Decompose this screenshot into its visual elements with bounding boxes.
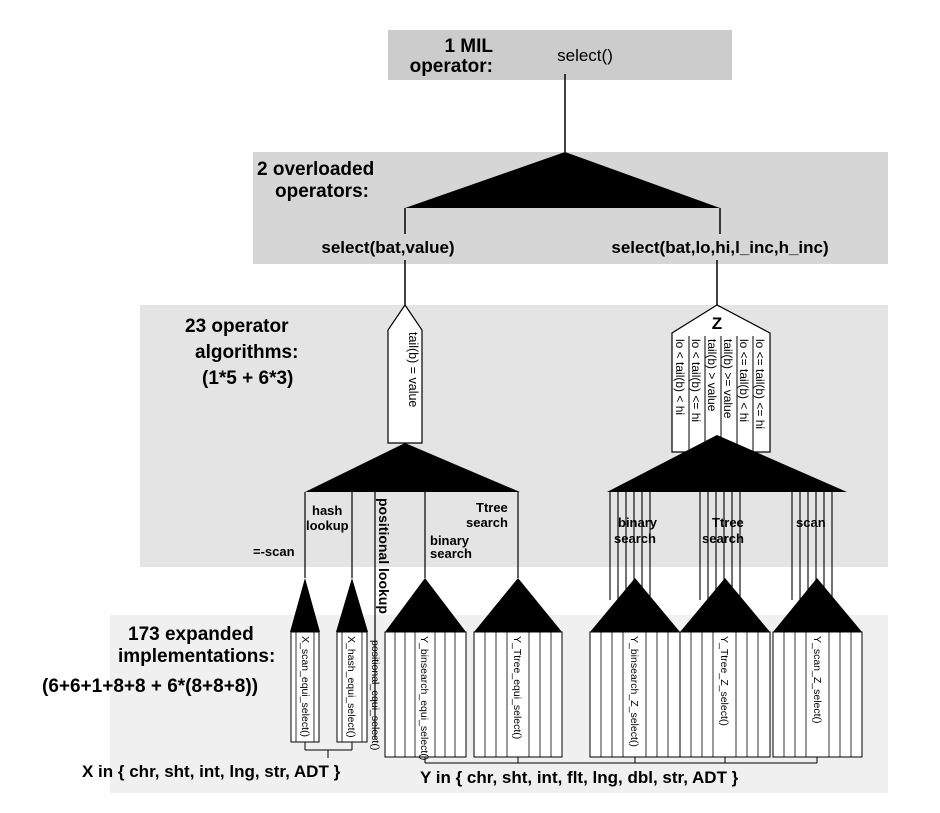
range-predicate-6: lo <= tail(b) <= hi	[753, 339, 767, 429]
right-algo-fan	[607, 435, 847, 492]
mil-operator: select()	[557, 46, 613, 65]
y-type-set: Y in { chr, sht, int, flt, lng, dbl, str…	[420, 768, 739, 787]
range-z-label: Z	[712, 314, 722, 333]
overloaded-op-right: select(bat,lo,hi,l_inc,h_inc)	[611, 238, 828, 257]
impl-fans-left	[290, 578, 562, 632]
method-scan-label: =-scan	[253, 544, 295, 559]
band-mil-operator	[388, 30, 732, 80]
impl-y-ttree-equi: Y_Ttree_equi_select()	[511, 636, 523, 739]
range-predicate-2: lo < tail(b) <= hi	[689, 339, 703, 422]
y-type-brace	[424, 757, 818, 764]
impl-x-hash-equi: X_hash_equi_select()	[345, 636, 357, 738]
impl-y-ttree-z: Y_Ttree_Z_select()	[718, 636, 730, 726]
range-method-binary-2: search	[614, 531, 656, 546]
range-predicate-3: tail(b) > value	[705, 339, 719, 412]
implementations-line3: (6+6+1+8+8 + 6*(8+8+8))	[42, 676, 258, 697]
implementations-line1: 173 expanded	[128, 624, 254, 645]
method-hash-label-1: hash	[312, 503, 342, 518]
impl-fans-right	[590, 578, 862, 632]
impl-x-scan-equi: X_scan_equi_select()	[299, 636, 311, 737]
range-method-binary-1: binary	[618, 515, 658, 530]
range-method-ttree-1: Ttree	[712, 515, 744, 530]
impl-boxes	[290, 631, 863, 758]
impl-y-binsearch-equi: Y_binsearch_equi_select()	[418, 636, 430, 760]
impl-positional-equi: positional_equi_select()	[369, 640, 381, 750]
range-predicate-4: tail(b) >= value	[721, 339, 735, 419]
equi-predicate-label: tail(b) = value	[406, 332, 420, 407]
method-binary-label-1: binary	[430, 533, 470, 548]
range-predicate-dividers	[688, 336, 754, 452]
x-type-set: X in { chr, sht, int, lng, str, ADT }	[82, 762, 341, 781]
overloaded-line2: operators:	[275, 181, 369, 202]
method-positional-label: positional lookup	[376, 498, 392, 614]
method-hash-label-2: lookup	[306, 518, 349, 533]
left-algo-fan	[305, 443, 520, 492]
algorithms-line1: 23 operator	[185, 316, 289, 337]
left-algo-branches	[304, 492, 519, 740]
mil-name-label: operator:	[410, 56, 493, 77]
method-binary-label-2: search	[430, 546, 472, 561]
implementations-line2: implementations:	[118, 646, 275, 667]
impl-type-dividers	[295, 632, 852, 757]
overloaded-line1: 2 overloaded	[257, 159, 374, 180]
impl-y-scan-z: Y_scan_Z_select()	[811, 636, 823, 724]
range-method-scan: scan	[796, 515, 826, 530]
range-predicate-1: lo < tail(b) < hi	[673, 339, 687, 415]
range-method-ttree-2: search	[702, 531, 744, 546]
range-predicate-5: lo <= tail(b) < hi	[737, 339, 751, 422]
method-ttree-label-1: Ttree	[476, 500, 508, 515]
overloaded-op-left: select(bat,value)	[321, 238, 454, 257]
algorithms-line3: (1*5 + 6*3)	[202, 368, 293, 389]
overload-fan-triangle	[405, 152, 720, 208]
algorithms-line2: algorithms:	[195, 342, 298, 363]
mil-count-label: 1 MIL	[444, 36, 493, 57]
method-ttree-label-2: search	[466, 515, 508, 530]
impl-y-binsearch-z: Y_binsearch_Z_select()	[628, 636, 640, 747]
x-type-brace	[304, 742, 353, 758]
